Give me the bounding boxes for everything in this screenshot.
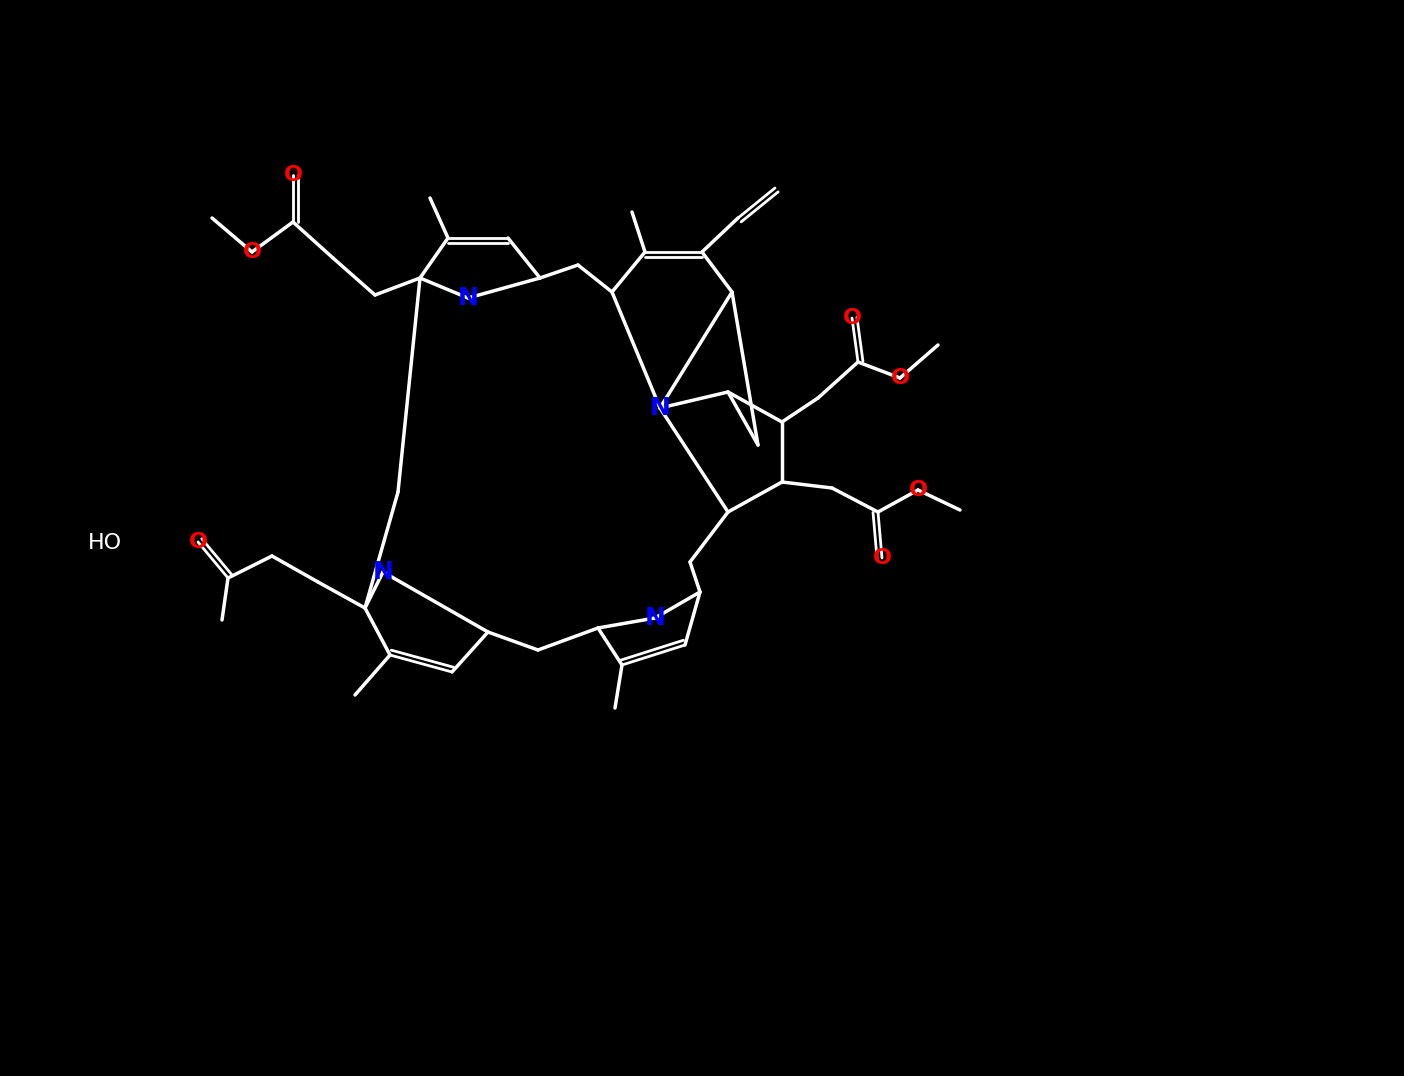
Text: O: O [188, 532, 208, 552]
Text: O: O [890, 368, 910, 388]
Text: O: O [908, 480, 928, 500]
Text: O: O [243, 242, 261, 261]
Text: N: N [458, 286, 479, 310]
Text: N: N [650, 396, 671, 420]
Text: HO: HO [88, 533, 122, 553]
Text: O: O [842, 308, 862, 328]
Text: N: N [372, 560, 393, 584]
Text: N: N [644, 606, 665, 631]
Text: O: O [872, 548, 892, 568]
Text: O: O [284, 165, 302, 185]
